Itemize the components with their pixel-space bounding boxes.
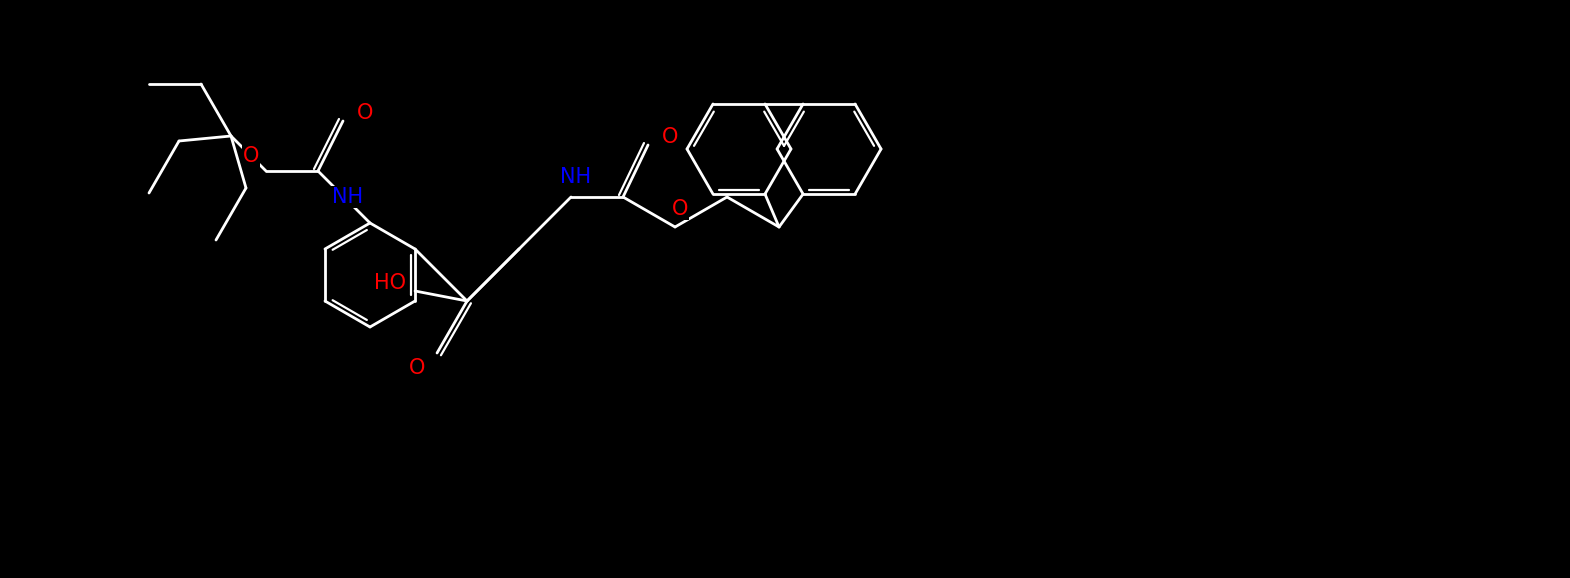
Text: O: O [243, 146, 259, 166]
Text: O: O [663, 127, 678, 147]
Text: NH: NH [333, 187, 364, 207]
Text: O: O [356, 103, 374, 123]
Text: NH: NH [560, 167, 592, 187]
Text: O: O [408, 358, 425, 378]
Text: HO: HO [374, 273, 407, 293]
Text: O: O [672, 199, 688, 219]
